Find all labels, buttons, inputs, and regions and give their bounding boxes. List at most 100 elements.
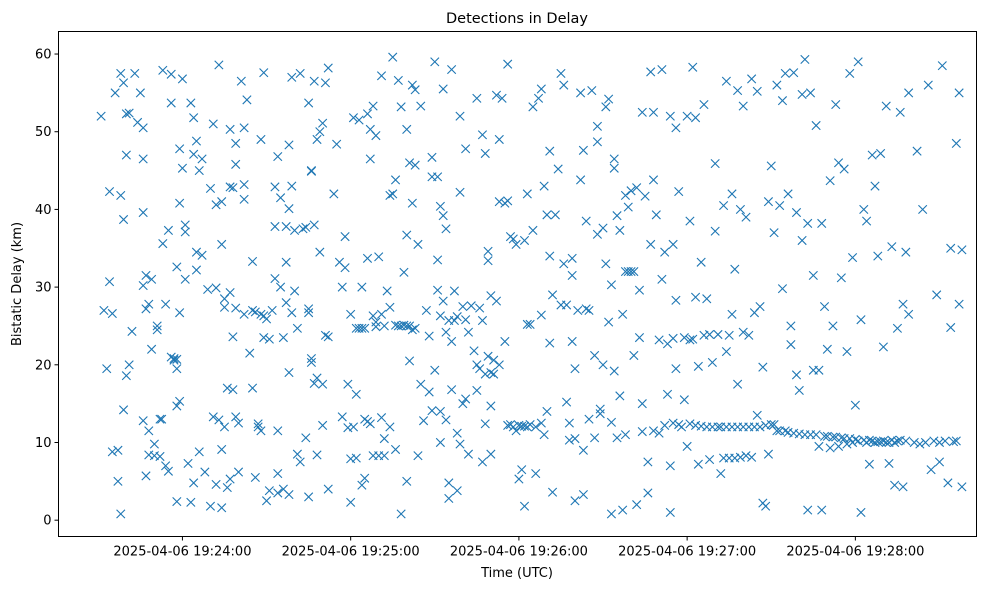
data-point (306, 353, 317, 364)
data-point (690, 113, 701, 123)
data-point (629, 350, 639, 361)
data-point (671, 295, 681, 305)
data-point (309, 378, 319, 389)
data-point (323, 484, 333, 494)
data-point (304, 304, 314, 314)
data-point (116, 190, 126, 201)
data-point (404, 158, 415, 168)
data-point (867, 150, 877, 160)
data-point (531, 468, 541, 479)
data-point (480, 148, 490, 159)
data-point (766, 161, 776, 171)
data-point (430, 365, 440, 375)
data-point (127, 326, 137, 336)
data-point (256, 309, 266, 319)
data-point (671, 364, 681, 374)
data-point (169, 355, 179, 365)
data-point (590, 433, 600, 443)
data-point (200, 467, 210, 477)
data-point (107, 308, 117, 319)
data-point (275, 282, 286, 292)
x-axis-label: Time (UTC) (480, 566, 553, 581)
data-point (393, 75, 403, 86)
data-point (172, 262, 182, 272)
data-point (435, 311, 445, 321)
data-point (542, 210, 552, 220)
data-point (786, 321, 796, 331)
data-point (203, 284, 213, 295)
data-point (362, 253, 373, 263)
data-point (194, 447, 204, 457)
data-point (287, 308, 297, 318)
data-point (814, 365, 824, 375)
data-point (598, 360, 608, 370)
data-point (222, 482, 232, 493)
data-point (561, 397, 572, 407)
data-point (329, 189, 339, 199)
data-point (514, 474, 524, 484)
data-point (472, 360, 482, 370)
data-point (177, 74, 188, 84)
data-point (180, 227, 190, 237)
data-point (284, 489, 294, 500)
data-point (346, 497, 356, 507)
data-point (503, 196, 513, 206)
data-point (643, 488, 653, 498)
data-point (716, 468, 726, 479)
data-point (138, 123, 148, 133)
data-point (713, 422, 723, 432)
data-point (301, 433, 311, 443)
data-point (225, 287, 235, 298)
data-point (758, 362, 768, 372)
scatter-points (96, 52, 967, 519)
data-point (491, 90, 502, 100)
data-point (435, 201, 445, 211)
data-point (449, 315, 460, 326)
data-point (157, 414, 167, 424)
data-point (290, 286, 300, 296)
data-point (637, 107, 647, 117)
data-point (444, 478, 454, 488)
data-point (225, 474, 235, 484)
data-point (371, 317, 381, 327)
data-point (239, 309, 249, 319)
data-point (379, 451, 389, 461)
data-point (531, 422, 541, 432)
data-point (752, 410, 762, 420)
data-point (259, 68, 269, 78)
data-point (239, 194, 249, 204)
data-point (878, 436, 888, 446)
data-point (275, 193, 286, 203)
data-point (542, 406, 552, 417)
data-point (604, 317, 614, 327)
data-point (376, 309, 387, 319)
data-point (458, 399, 468, 409)
data-point (186, 98, 196, 108)
data-point (721, 347, 731, 357)
data-point (99, 305, 109, 316)
data-point (217, 503, 227, 513)
data-point (688, 62, 698, 72)
data-point (287, 72, 297, 82)
data-point (385, 302, 395, 312)
data-point (777, 96, 788, 106)
data-point (368, 311, 378, 321)
data-point (685, 335, 695, 345)
data-point (155, 414, 165, 424)
data-point (884, 458, 894, 469)
data-point (194, 165, 204, 176)
data-point (682, 441, 692, 451)
data-point (256, 426, 266, 436)
data-point (295, 457, 305, 467)
data-point (545, 338, 555, 348)
data-point (643, 457, 653, 467)
data-point (620, 430, 631, 440)
data-point (671, 123, 681, 133)
data-point (741, 451, 751, 461)
data-point (138, 207, 148, 218)
data-point (449, 286, 460, 296)
data-point (379, 434, 389, 444)
data-point (312, 450, 322, 460)
data-point (228, 385, 238, 395)
data-point (205, 183, 216, 194)
